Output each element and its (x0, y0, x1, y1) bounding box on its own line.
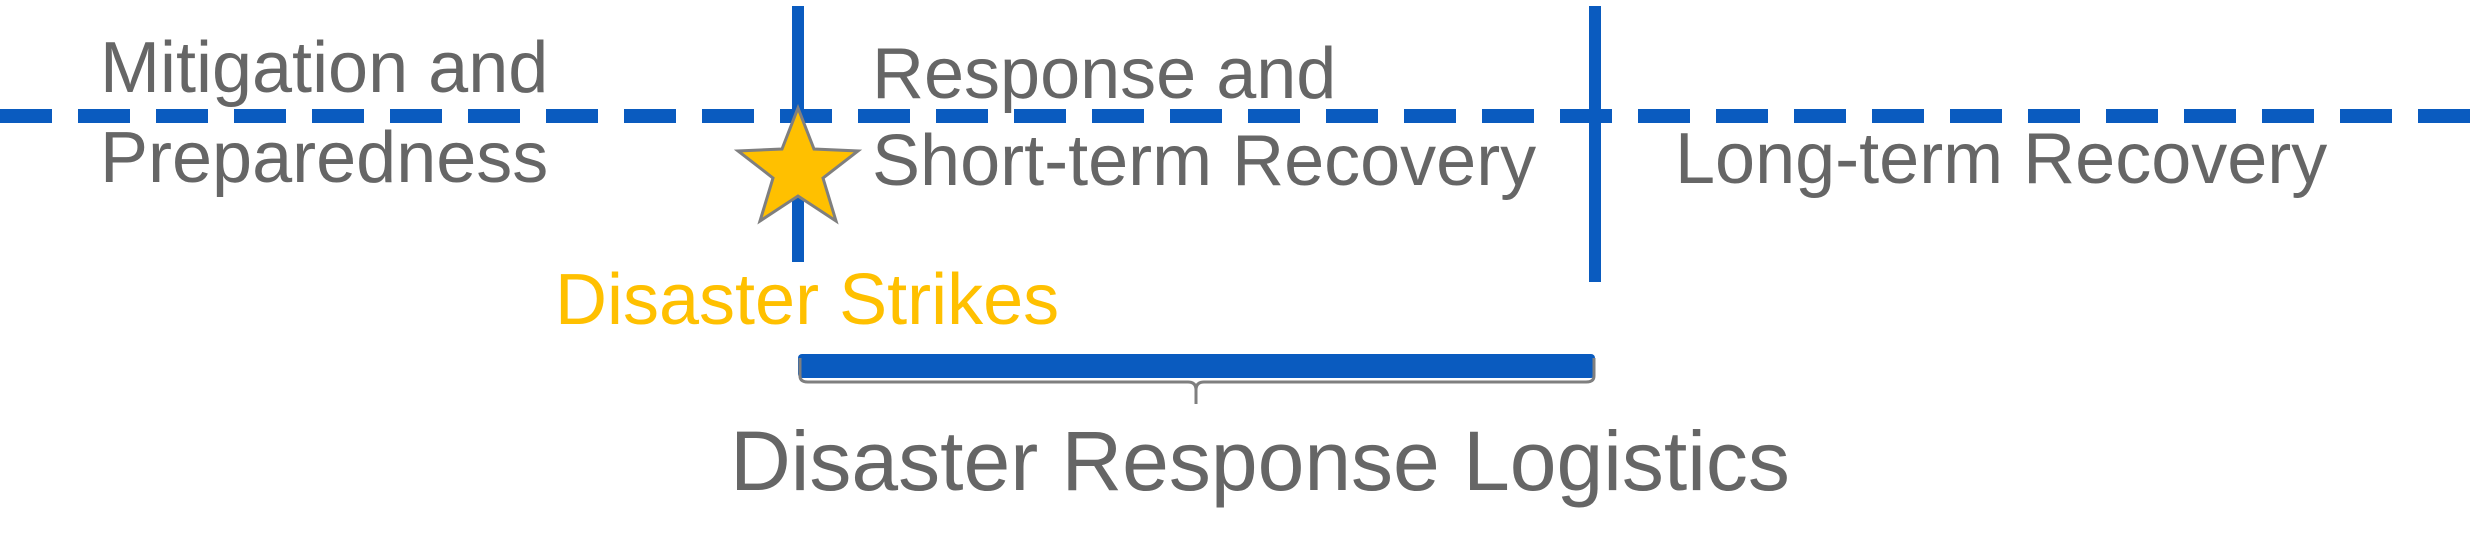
response-label-line2: Short-term Recovery (872, 121, 1536, 201)
disaster-response-logistics-label: Disaster Response Logistics (730, 414, 1790, 508)
response-label-line1: Response and (872, 34, 1336, 114)
response-logistics-bracket-bar (798, 354, 1595, 378)
disaster-strikes-label: Disaster Strikes (555, 260, 1059, 340)
mitigation-label-line1: Mitigation and (100, 28, 548, 108)
long-term-recovery-label: Long-term Recovery (1675, 119, 2327, 199)
mitigation-label-line2: Preparedness (100, 118, 548, 198)
response-logistics-bracket-outline (798, 358, 1596, 404)
star-icon (733, 103, 863, 225)
